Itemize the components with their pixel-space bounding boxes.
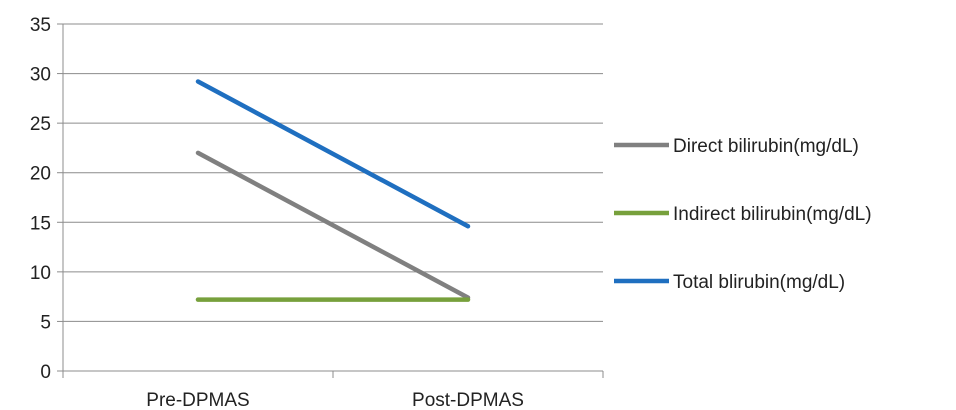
axes bbox=[62, 24, 603, 372]
legend-label: Direct bilirubin(mg/dL) bbox=[673, 136, 859, 157]
series-line bbox=[195, 150, 471, 300]
gridlines bbox=[63, 23, 603, 322]
series-line bbox=[195, 79, 471, 229]
y-axis-ticks: 0 5 10 15 20 25 30 35 bbox=[30, 15, 63, 383]
y-tick-label: 20 bbox=[30, 164, 51, 185]
y-tick-label: 25 bbox=[30, 114, 51, 135]
y-tick-label: 10 bbox=[30, 263, 51, 284]
y-tick-label: 30 bbox=[30, 65, 51, 86]
y-tick-label: 35 bbox=[30, 15, 51, 36]
series-lines bbox=[195, 79, 471, 302]
legend: Direct bilirubin(mg/dL) Indirect bilirubi… bbox=[614, 136, 872, 293]
legend-label: Total blirubin(mg/dL) bbox=[673, 272, 845, 293]
legend-label: Indirect bilirubin(mg/dL) bbox=[673, 204, 872, 225]
x-axis-ticks: Pre-DPMAS Post-DPMAS bbox=[62, 371, 604, 410]
y-tick-label: 15 bbox=[30, 213, 51, 234]
x-tick-label: Post-DPMAS bbox=[412, 390, 524, 410]
x-tick-label: Pre-DPMAS bbox=[146, 390, 249, 410]
y-tick-label: 5 bbox=[40, 312, 51, 333]
y-tick-label: 0 bbox=[40, 362, 51, 383]
